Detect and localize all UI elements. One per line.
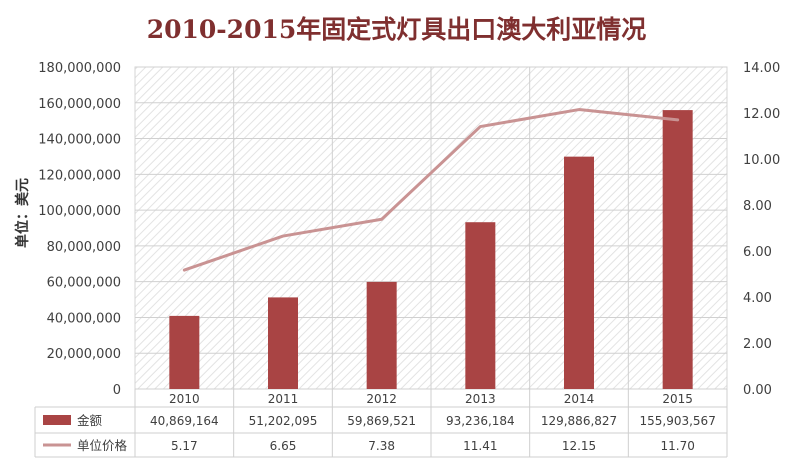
y-tick-label: 80,000,000 bbox=[47, 240, 121, 255]
bar bbox=[169, 315, 200, 389]
x-tick-label: 2011 bbox=[268, 392, 299, 406]
data-label: 51,202,095 bbox=[249, 414, 318, 428]
y-tick-label: 40,000,000 bbox=[47, 311, 121, 326]
y-tick-label: 160,000,000 bbox=[38, 97, 121, 112]
data-label: 59,869,521 bbox=[347, 414, 416, 428]
y2-tick-label: 10.00 bbox=[743, 153, 780, 168]
data-label: 11.70 bbox=[660, 439, 694, 453]
y-axis-label: 单位：美元 bbox=[15, 178, 31, 248]
data-label: 11.41 bbox=[463, 439, 497, 453]
y-tick-label: 0 bbox=[113, 383, 121, 398]
y-tick-label: 140,000,000 bbox=[38, 133, 121, 148]
y-tick-label: 100,000,000 bbox=[38, 204, 121, 219]
x-tick-label: 2014 bbox=[564, 392, 595, 406]
y2-tick-label: 12.00 bbox=[743, 107, 780, 122]
axes: 0 20,000,000 40,000,000 60,000,000 80,000,00… bbox=[38, 61, 780, 398]
y-tick-label: 20,000,000 bbox=[47, 347, 121, 362]
legend-label: 单位价格 bbox=[77, 438, 128, 453]
chart-title: 2010-2015年固定式灯具出口澳大利亚情况 bbox=[146, 15, 647, 44]
bar bbox=[366, 281, 397, 389]
x-tick-label: 2010 bbox=[169, 392, 200, 406]
y-tick-label: 60,000,000 bbox=[47, 276, 121, 291]
data-label: 6.65 bbox=[270, 439, 297, 453]
y-tick-label: 120,000,000 bbox=[38, 168, 121, 183]
data-label: 12.15 bbox=[562, 439, 596, 453]
bar-series bbox=[169, 110, 693, 390]
bar bbox=[268, 297, 298, 389]
bar bbox=[465, 222, 496, 389]
data-label: 40,869,164 bbox=[150, 414, 219, 428]
bar bbox=[564, 156, 594, 389]
line-series-path bbox=[182, 108, 680, 272]
data-label: 93,236,184 bbox=[446, 414, 515, 428]
data-label: 155,903,567 bbox=[639, 414, 715, 428]
x-tick-label: 2012 bbox=[366, 392, 397, 406]
line-series bbox=[182, 108, 680, 272]
legend-swatch-bar bbox=[43, 415, 71, 425]
y2-tick-label: 6.00 bbox=[743, 245, 772, 260]
bar bbox=[662, 110, 693, 390]
data-label: 7.38 bbox=[368, 439, 395, 453]
x-tick-label: 2013 bbox=[465, 392, 496, 406]
y2-tick-label: 4.00 bbox=[743, 291, 772, 306]
y2-tick-label: 14.00 bbox=[743, 61, 780, 76]
data-label: 129,886,827 bbox=[541, 414, 617, 428]
y2-tick-label: 0.00 bbox=[743, 383, 772, 398]
x-tick-label: 2015 bbox=[662, 392, 693, 406]
y-tick-label: 180,000,000 bbox=[38, 61, 121, 76]
y2-tick-label: 2.00 bbox=[743, 337, 772, 352]
y2-tick-label: 8.00 bbox=[743, 199, 772, 214]
data-label: 5.17 bbox=[171, 439, 198, 453]
legend-label: 金额 bbox=[77, 413, 103, 428]
